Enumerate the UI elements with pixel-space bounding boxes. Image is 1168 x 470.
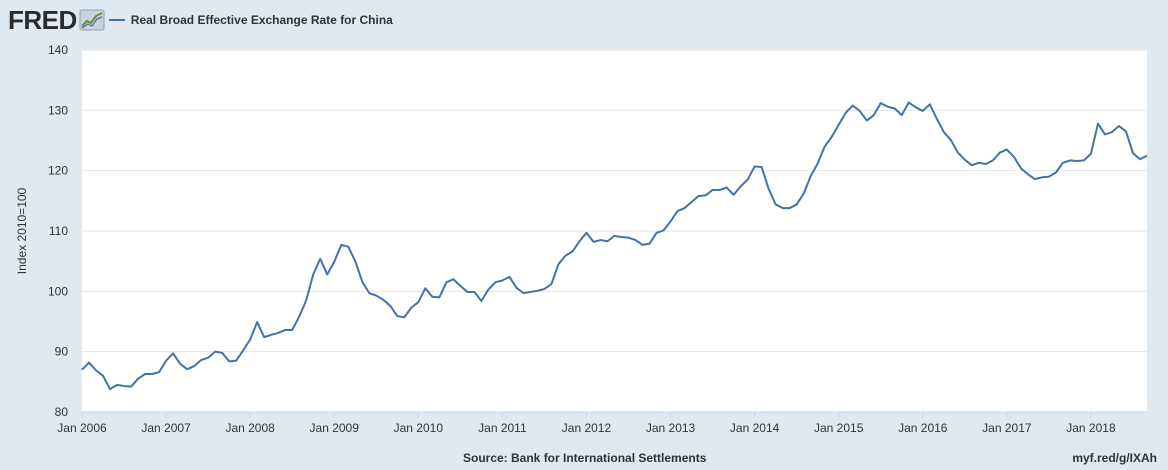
y-tick-label: 130 xyxy=(48,103,68,117)
trend-line-icon xyxy=(79,9,105,31)
header: FRED Real Broad Effective Exchange Rate … xyxy=(8,6,393,34)
y-tick-label: 120 xyxy=(48,164,68,178)
x-axis: Jan 2006 Jan 2007 Jan 2008 Jan 2009 Jan 2010… xyxy=(57,411,1147,435)
x-tick-label: Jan 2014 xyxy=(730,421,780,435)
y-tick-label: 140 xyxy=(48,43,68,57)
x-tick-label: Jan 2012 xyxy=(562,421,612,435)
x-tick-label: Jan 2018 xyxy=(1066,421,1116,435)
y-tick-label: 100 xyxy=(48,284,68,298)
x-tick-label: Jan 2011 xyxy=(478,421,527,435)
source-note: Source: Bank for International Settlemen… xyxy=(463,451,707,465)
x-tick-label: Jan 2016 xyxy=(898,421,948,435)
x-tick-label: Jan 2009 xyxy=(310,421,360,435)
y-axis: 80 90 100 110 120 130 140 xyxy=(48,43,68,419)
x-tick-label: Jan 2006 xyxy=(57,421,107,435)
fred-logo[interactable]: FRED xyxy=(8,5,77,35)
y-tick-label: 80 xyxy=(55,405,69,419)
legend-label[interactable]: Real Broad Effective Exchange Rate for C… xyxy=(130,13,393,27)
x-tick-label: Jan 2008 xyxy=(225,421,275,435)
x-tick-label: Jan 2007 xyxy=(141,421,191,435)
short-url[interactable]: myf.red/g/IXAh xyxy=(1072,451,1157,465)
y-tick-label: 90 xyxy=(55,345,69,359)
x-tick-label: Jan 2017 xyxy=(982,421,1032,435)
legend-swatch xyxy=(108,19,125,21)
x-tick-label: Jan 2010 xyxy=(394,421,444,435)
series-line[interactable] xyxy=(81,101,1148,391)
y-axis-label: Index 2010=100 xyxy=(15,187,29,274)
x-tick-label: Jan 2013 xyxy=(646,421,696,435)
y-tick-label: 110 xyxy=(49,224,68,238)
legend: Real Broad Effective Exchange Rate for C… xyxy=(108,13,393,27)
x-tick-label: Jan 2015 xyxy=(814,421,864,435)
